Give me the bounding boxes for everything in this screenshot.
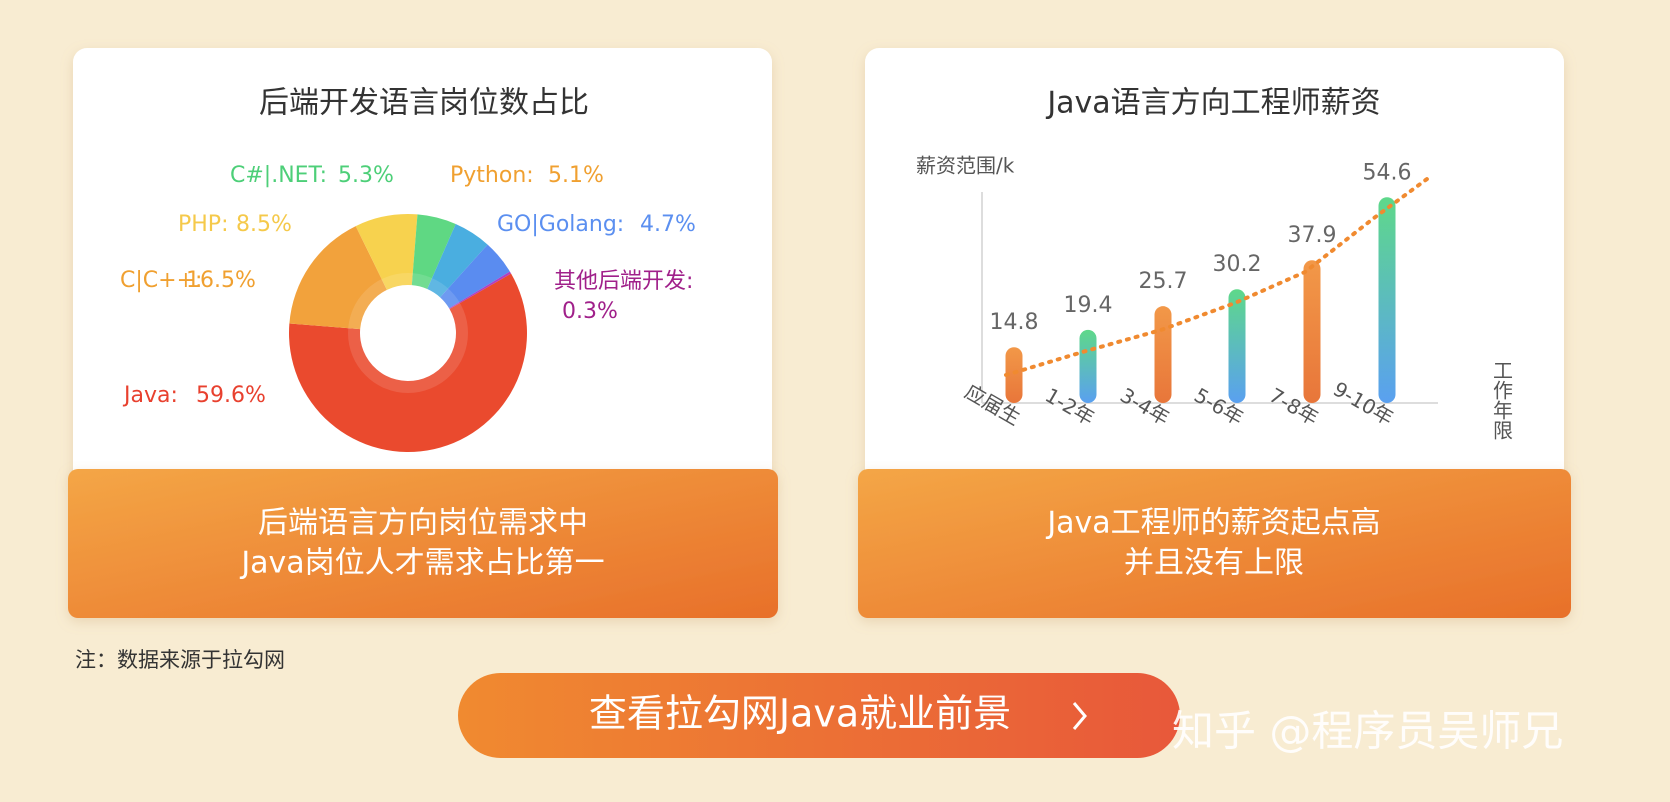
watermark: 知乎 @程序员吴师兄	[1172, 707, 1563, 756]
pie-segment	[289, 273, 528, 452]
legend-label: C#|.NET:	[230, 163, 327, 188]
value-label: 5.1%	[548, 163, 604, 188]
chevron-icon	[1072, 702, 1087, 730]
x-axis-label: 工作年限	[1490, 360, 1514, 440]
value-label: 0.3%	[562, 299, 618, 324]
caption: 并且没有上限	[1124, 546, 1304, 581]
pie-segment	[411, 214, 456, 290]
chart-title: 后端开发语言岗位数占比	[259, 86, 589, 121]
value-label: 8.5%	[236, 212, 292, 237]
value-label: 14.8	[990, 310, 1039, 335]
pie-segment	[427, 223, 488, 298]
caption-banner	[858, 469, 1571, 618]
value-label: 5.3%	[338, 163, 394, 188]
value-label: 25.7	[1139, 269, 1188, 294]
bar	[1378, 197, 1396, 403]
legend-label: Python:	[450, 163, 534, 188]
legend-label: C|C++:	[120, 268, 202, 293]
value-label: 59.6%	[196, 383, 266, 408]
cta-button[interactable]: 查看拉勾网Java就业前景	[458, 673, 1180, 758]
pie-segment	[289, 226, 387, 330]
legend-label: GO|Golang:	[497, 212, 624, 237]
pie-segment	[449, 271, 512, 309]
legend-label: Java:	[122, 383, 178, 408]
pie-segment	[440, 244, 510, 309]
caption-banner	[68, 469, 778, 618]
bar	[1154, 306, 1172, 403]
value-label: 16.5%	[186, 268, 256, 293]
source-note: 注：数据来源于拉勾网	[75, 648, 285, 672]
legend-label: PHP:	[178, 212, 229, 237]
button-label[interactable]: 查看拉勾网Java就业前景	[589, 692, 1011, 736]
y-axis-label: 薪资范围/k	[916, 154, 1015, 178]
value-label: 37.9	[1288, 223, 1337, 248]
pie-segment	[355, 214, 418, 290]
bar	[1005, 347, 1023, 403]
bar	[1079, 329, 1097, 403]
caption: Java工程师的薪资起点高	[1045, 506, 1380, 541]
value-label: 19.4	[1064, 293, 1113, 318]
bar	[1303, 260, 1321, 403]
value-label: 30.2	[1213, 252, 1262, 277]
button-background[interactable]	[458, 673, 1180, 758]
bar	[1228, 289, 1246, 403]
caption: 后端语言方向岗位需求中	[258, 506, 588, 541]
value-label: 4.7%	[640, 212, 696, 237]
donut-inner-ring	[348, 273, 468, 393]
trend-line	[1004, 177, 1429, 377]
value-label: 54.6	[1363, 160, 1412, 185]
chart-title: Java语言方向工程师薪资	[1045, 86, 1380, 121]
caption: Java岗位人才需求占比第一	[239, 546, 604, 581]
legend-label: 其他后端开发:	[554, 269, 693, 294]
